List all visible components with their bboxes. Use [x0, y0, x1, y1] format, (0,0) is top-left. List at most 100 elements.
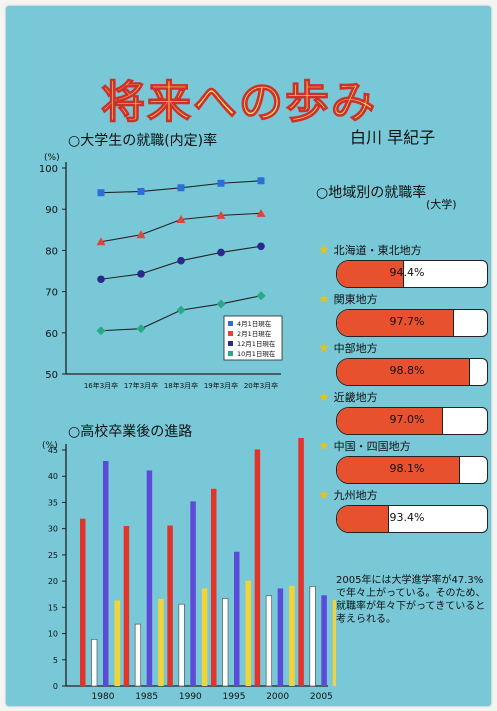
bar	[190, 501, 196, 686]
y-tick-label: 50	[45, 370, 58, 381]
region-rate-bar: 97.7%	[336, 309, 488, 337]
data-point	[216, 299, 226, 309]
bar	[123, 526, 130, 686]
bar	[103, 461, 109, 686]
bar	[167, 525, 173, 686]
y-tick-label: 15	[48, 603, 58, 612]
line-chart: (%) 50 60 70 80 90 100 16年3月卒 17年3月卒 18年3月卒 19年3月卒…	[39, 153, 283, 390]
star-icon: ★	[318, 341, 330, 356]
legend-label: 2月1日現在	[237, 329, 272, 338]
bar	[158, 598, 164, 686]
poster: 将来への歩み 白川 早紀子 ○大学生の就職(内定)率 ○高校卒業後の進路 (%)…	[6, 6, 491, 706]
data-point	[97, 189, 105, 197]
bar-chart: (%) 0 5 10 15 20 25 30 35 40 45 1980 1985 1990 1995 200…	[42, 437, 336, 702]
data-point	[256, 291, 266, 301]
star-icon: ★	[318, 439, 330, 454]
legend-box	[223, 315, 283, 361]
region-rate-value: 98.1%	[389, 462, 425, 475]
bar	[80, 518, 86, 686]
region-label: ★ 九州地方	[318, 487, 378, 503]
data-point	[137, 270, 145, 278]
legend-marker	[228, 331, 233, 336]
region-rate-bar: 93.4%	[336, 505, 488, 533]
region-rate-fill	[337, 261, 404, 287]
data-point	[97, 275, 105, 284]
y-tick-label: 35	[48, 498, 58, 507]
region-label: ★ 中国・四国地方	[318, 438, 411, 454]
data-point	[176, 215, 186, 223]
y-tick-label: 30	[48, 525, 58, 534]
bar	[134, 623, 142, 687]
y-tick-label: 10	[48, 630, 58, 639]
data-point	[176, 305, 186, 315]
bar	[211, 488, 217, 686]
legend-label: 12月1日現在	[237, 339, 276, 348]
bar	[309, 586, 316, 687]
region-label: ★ 近畿地方	[318, 389, 378, 405]
legend-marker	[228, 341, 233, 346]
region-rate-fill	[337, 310, 454, 336]
bar	[289, 585, 295, 686]
data-point	[136, 324, 146, 334]
bar	[254, 449, 261, 686]
data-point	[256, 208, 266, 217]
data-point	[257, 177, 265, 185]
y-tick-label: 25	[48, 551, 58, 560]
bar	[222, 598, 229, 687]
data-point	[137, 187, 145, 195]
comment-text: 2005年には大学進学率が47.3%で年々上がっている。そのため、就職率が年々下…	[336, 575, 486, 625]
legend-label: 10月1日現在	[237, 349, 276, 358]
region-name: 中部地方	[333, 342, 378, 355]
x-tick-label: 2005	[310, 692, 333, 702]
bar	[321, 595, 327, 686]
data-point	[177, 184, 185, 192]
data-point	[96, 237, 106, 246]
y-tick-label: 80	[45, 246, 58, 257]
x-tick-label: 19年3月卒	[204, 381, 238, 390]
bar	[146, 470, 153, 686]
y-axis-label: (%)	[44, 153, 60, 163]
bar	[114, 600, 120, 686]
region-rate-fill	[337, 506, 389, 532]
data-point	[136, 230, 146, 239]
region-label: ★ 関東地方	[318, 291, 378, 307]
author-name: 白川 早紀子	[350, 128, 436, 147]
y-tick-label: 100	[39, 164, 58, 175]
y-axis-label: (%)	[42, 441, 58, 451]
star-icon: ★	[318, 292, 330, 307]
region-rate-value: 97.0%	[389, 413, 425, 426]
bar	[178, 603, 185, 687]
data-point	[257, 242, 265, 251]
y-tick-label: 40	[48, 472, 58, 481]
star-icon: ★	[318, 488, 330, 503]
region-rate-value: 93.4%	[389, 511, 425, 524]
line-chart-title: ○大学生の就職(内定)率	[68, 133, 218, 149]
regional-note: (大学)	[426, 198, 457, 211]
x-tick-label: 1980	[92, 692, 115, 702]
legend-label: 4月1日現在	[237, 319, 272, 328]
data-point	[177, 256, 185, 265]
x-tick-label: 20年3月卒	[244, 381, 278, 390]
data-point	[217, 248, 225, 257]
region-rate-bar: 94.4%	[336, 260, 488, 288]
data-point	[96, 326, 106, 336]
region-rate-fill	[337, 457, 460, 483]
region-label: ★ 中部地方	[318, 340, 378, 356]
y-tick-label: 5	[53, 656, 58, 665]
bar	[201, 588, 208, 686]
region-rate-value: 94.4%	[389, 266, 425, 279]
x-tick-label: 1985	[135, 692, 158, 702]
y-tick-label: 70	[45, 288, 58, 299]
region-name: 近畿地方	[333, 391, 378, 404]
y-tick-label: 60	[45, 329, 58, 340]
region-name: 九州地方	[333, 489, 378, 502]
y-tick-label: 20	[48, 577, 58, 586]
y-tick-label: 45	[48, 446, 58, 455]
star-icon: ★	[318, 390, 330, 405]
x-tick-label: 17年3月卒	[124, 381, 158, 390]
region-rate-fill	[337, 408, 443, 434]
region-name: 北海道・東北地方	[333, 244, 422, 257]
bar	[332, 599, 336, 686]
regional-title: ○地域別の就職率	[316, 185, 427, 201]
y-tick-label: 0	[53, 682, 58, 691]
